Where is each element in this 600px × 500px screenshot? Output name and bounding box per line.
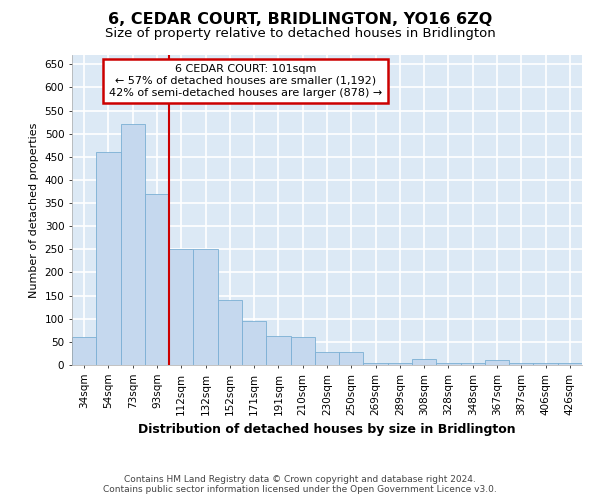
Bar — [533, 362, 558, 365]
Bar — [364, 362, 388, 365]
Bar — [193, 250, 218, 365]
Bar — [339, 352, 364, 365]
Bar — [266, 336, 290, 365]
Bar — [96, 152, 121, 365]
Bar — [388, 362, 412, 365]
Bar — [558, 362, 582, 365]
Bar — [121, 124, 145, 365]
Text: 6, CEDAR COURT, BRIDLINGTON, YO16 6ZQ: 6, CEDAR COURT, BRIDLINGTON, YO16 6ZQ — [108, 12, 492, 28]
Bar — [315, 352, 339, 365]
Bar — [290, 337, 315, 365]
Text: 6 CEDAR COURT: 101sqm
← 57% of detached houses are smaller (1,192)
42% of semi-d: 6 CEDAR COURT: 101sqm ← 57% of detached … — [109, 64, 382, 98]
Bar — [145, 194, 169, 365]
Bar — [436, 362, 461, 365]
Bar — [485, 360, 509, 365]
Y-axis label: Number of detached properties: Number of detached properties — [29, 122, 39, 298]
Bar — [242, 321, 266, 365]
Bar — [72, 337, 96, 365]
Bar — [412, 359, 436, 365]
Text: Contains HM Land Registry data © Crown copyright and database right 2024.
Contai: Contains HM Land Registry data © Crown c… — [103, 474, 497, 494]
Bar — [169, 250, 193, 365]
Bar — [461, 362, 485, 365]
Bar — [218, 300, 242, 365]
X-axis label: Distribution of detached houses by size in Bridlington: Distribution of detached houses by size … — [138, 423, 516, 436]
Text: Size of property relative to detached houses in Bridlington: Size of property relative to detached ho… — [104, 28, 496, 40]
Bar — [509, 362, 533, 365]
